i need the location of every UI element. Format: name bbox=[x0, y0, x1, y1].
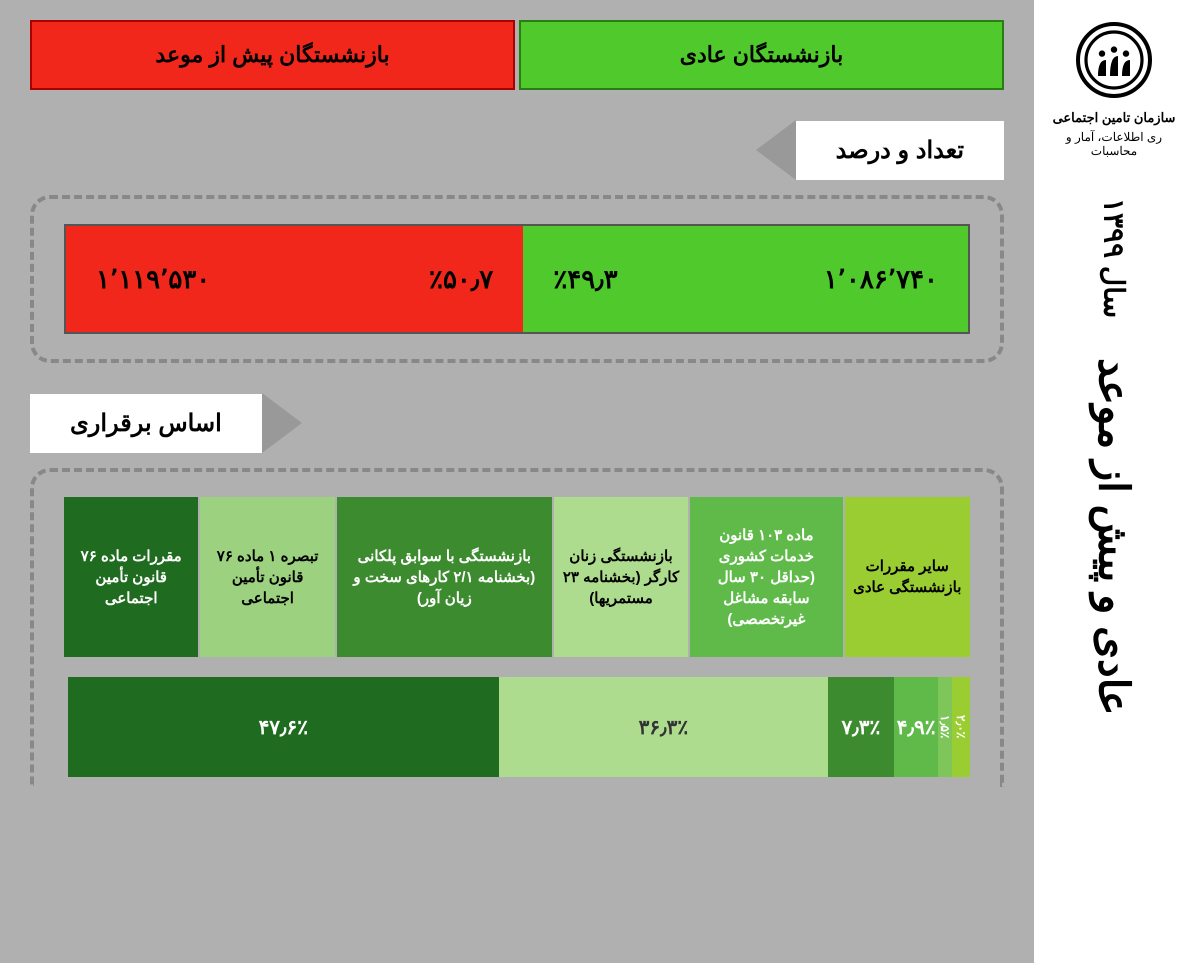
section2-title: اساس برقراری bbox=[30, 394, 262, 453]
basis-box: سایر مقررات بازنشستگی عادیماده ۱۰۳ قانون… bbox=[30, 468, 1004, 787]
year-label: سال ۱۳۹۹ bbox=[1098, 198, 1131, 318]
green-pct: ٪۴۹٫۳ bbox=[553, 264, 617, 295]
pct-segment: ۱٫۵٪ bbox=[938, 677, 952, 777]
sidebar: سازمان تامین اجتماعی ری اطلاعات، آمار و … bbox=[1034, 0, 1194, 963]
pct-segment: ۴٫۹٪ bbox=[894, 677, 938, 777]
pct-segment: ۳۶٫۳٪ bbox=[499, 677, 828, 777]
page-main-title: عادی و پیش از موعد bbox=[1090, 358, 1139, 716]
section1-header: تعداد و درصد bbox=[30, 120, 1004, 180]
split-green-half: ۱٬۰۸۶٬۷۴۰ ٪۴۹٫۳ bbox=[523, 226, 968, 332]
section2-header: اساس برقراری bbox=[30, 393, 1004, 453]
category-cell: بازنشستگی زنان کارگر (بخشنامه ۲۳ مستمریه… bbox=[554, 497, 688, 657]
org-logo-icon bbox=[1074, 20, 1154, 100]
category-cell: بازنشستگی با سوابق پلکانی (بخشنامه ۲/۱ ک… bbox=[337, 497, 552, 657]
red-pct: ٪۵۰٫۷ bbox=[429, 264, 493, 295]
section1-title: تعداد و درصد bbox=[796, 121, 1004, 180]
pct-segment: ۲٫۰٪ bbox=[952, 677, 970, 777]
percentage-bar-chart: ۲٫۰٪۱٫۵٪۴٫۹٪۷٫۳٪۳۶٫۳٪۴۷٫۶٪ bbox=[64, 677, 970, 777]
split-red-half: ٪۵۰٫۷ ۱٬۱۱۹٬۵۳۰ bbox=[66, 226, 523, 332]
count-pct-box: ۱٬۰۸۶٬۷۴۰ ٪۴۹٫۳ ٪۵۰٫۷ ۱٬۱۱۹٬۵۳۰ bbox=[30, 195, 1004, 363]
category-cell: تبصره ۱ ماده ۷۶ قانون تأمین اجتماعی bbox=[200, 497, 334, 657]
tab-early-retirees[interactable]: بازنشستگان پیش از موعد bbox=[30, 20, 515, 90]
red-count: ۱٬۱۱۹٬۵۳۰ bbox=[96, 264, 210, 295]
arrow-left-icon bbox=[262, 393, 302, 453]
org-name: سازمان تامین اجتماعی bbox=[1053, 110, 1176, 126]
org-subtitle: ری اطلاعات، آمار و محاسبات bbox=[1044, 130, 1184, 158]
category-cell: مقررات ماده ۷۶ قانون تأمین اجتماعی bbox=[64, 497, 198, 657]
main-content: بازنشستگان عادی بازنشستگان پیش از موعد ت… bbox=[0, 0, 1034, 963]
top-tabs: بازنشستگان عادی بازنشستگان پیش از موعد bbox=[30, 20, 1004, 90]
tab-normal-retirees[interactable]: بازنشستگان عادی bbox=[519, 20, 1004, 90]
pct-segment: ۴۷٫۶٪ bbox=[68, 677, 499, 777]
category-row: سایر مقررات بازنشستگی عادیماده ۱۰۳ قانون… bbox=[64, 497, 970, 657]
arrow-right-icon bbox=[756, 120, 796, 180]
category-cell: سایر مقررات بازنشستگی عادی bbox=[845, 497, 970, 657]
pct-segment: ۷٫۳٪ bbox=[828, 677, 894, 777]
category-cell: ماده ۱۰۳ قانون خدمات کشوری (حداقل ۳۰ سال… bbox=[690, 497, 842, 657]
green-count: ۱٬۰۸۶٬۷۴۰ bbox=[824, 264, 938, 295]
split-bar-chart: ۱٬۰۸۶٬۷۴۰ ٪۴۹٫۳ ٪۵۰٫۷ ۱٬۱۱۹٬۵۳۰ bbox=[64, 224, 970, 334]
